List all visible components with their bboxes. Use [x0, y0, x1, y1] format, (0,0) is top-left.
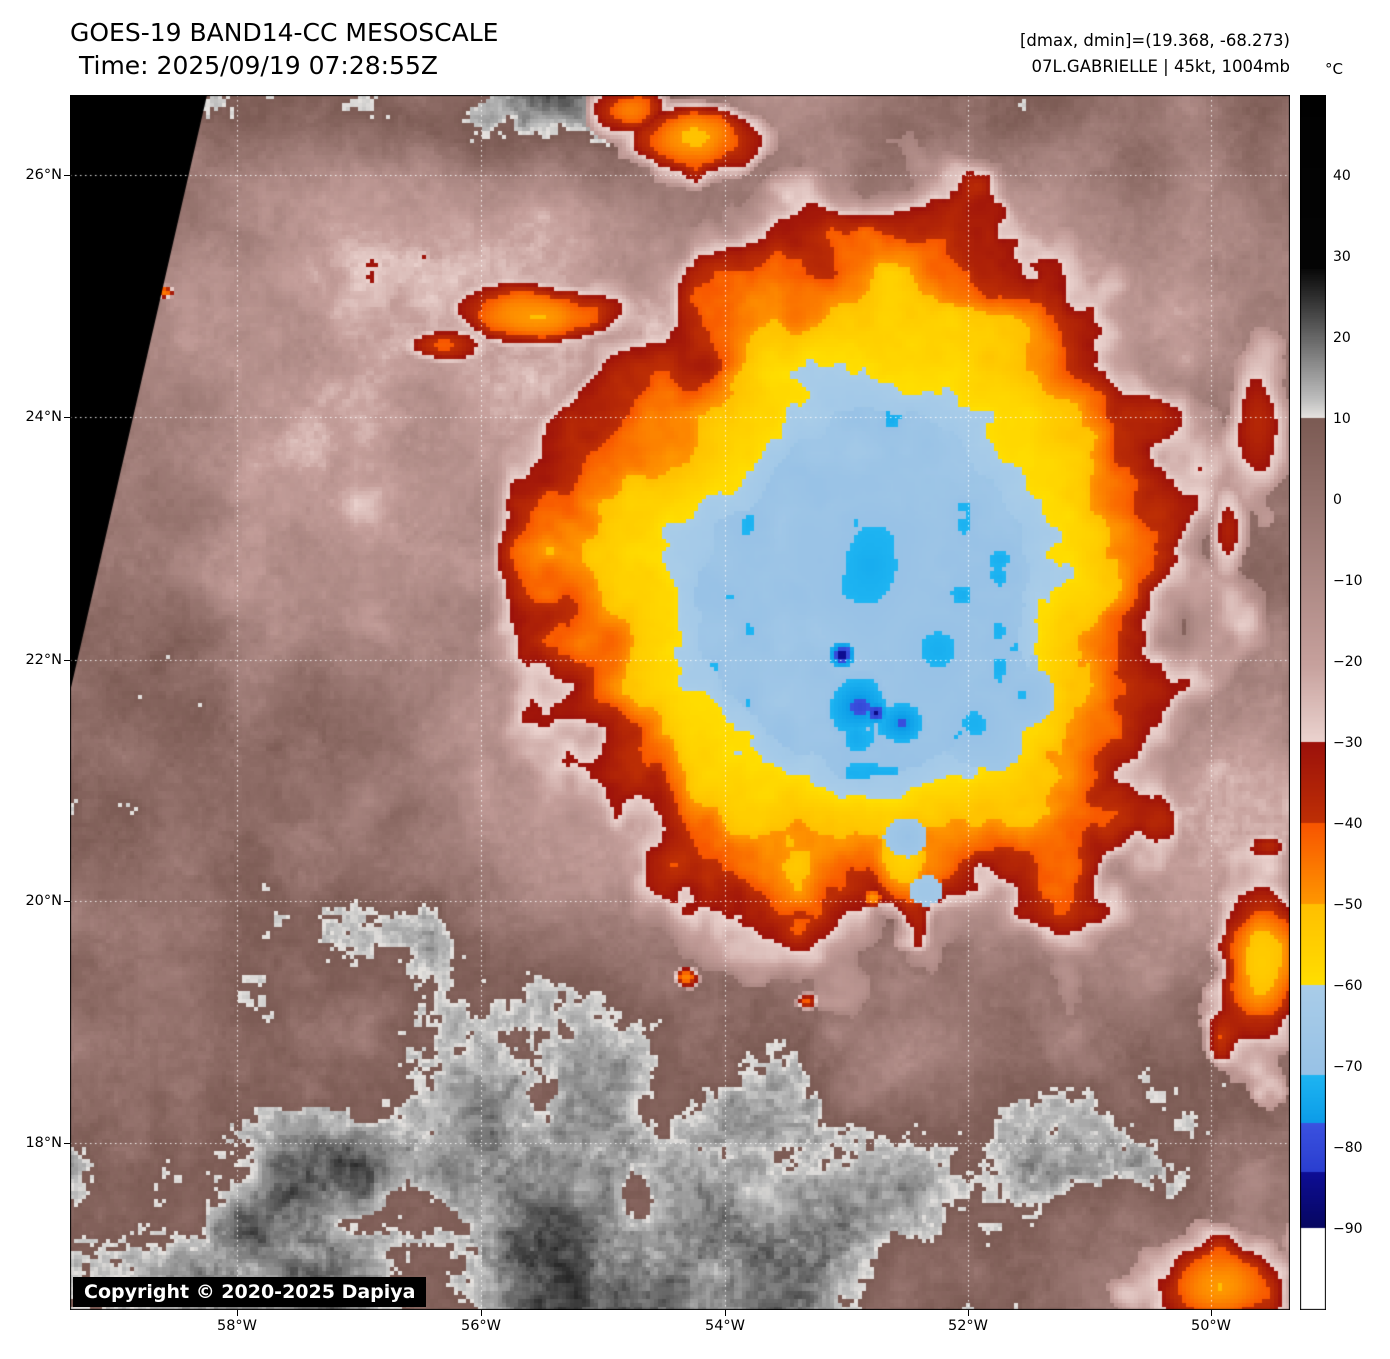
axis-tick [725, 1310, 726, 1316]
axis-tick [64, 417, 70, 418]
colorbar-tick-label: −60 [1333, 978, 1363, 994]
lat-label: 20°N [25, 893, 62, 909]
colorbar-tick-label: −90 [1333, 1221, 1363, 1237]
colorbar-tick-label: 0 [1333, 492, 1342, 508]
lat-label: 24°N [25, 409, 62, 425]
copyright-badge: Copyright © 2020-2025 Dapiya [73, 1277, 427, 1307]
colorbar-tick-label: −30 [1333, 735, 1363, 751]
dmax-dmin-readout: [dmax, dmin]=(19.368, -68.273) [1020, 31, 1290, 50]
header-readouts: [dmax, dmin]=(19.368, -68.273) 07L.GABRI… [1020, 28, 1290, 80]
colorbar-tick-label: 10 [1333, 411, 1351, 427]
storm-readout: 07L.GABRIELLE | 45kt, 1004mb [1031, 57, 1291, 76]
lat-label: 26°N [25, 167, 62, 183]
lon-label: 58°W [216, 1318, 258, 1334]
colorbar-tick-label: 30 [1333, 249, 1351, 265]
colorbar-tick-label: −10 [1333, 573, 1363, 589]
colorbar [1300, 95, 1326, 1310]
axis-tick [64, 660, 70, 661]
colorbar-tick-label: −70 [1333, 1059, 1363, 1075]
axis-tick [64, 175, 70, 176]
satellite-image-canvas [70, 95, 1290, 1310]
lon-label: 52°W [947, 1318, 989, 1334]
colorbar-tick-label: −40 [1333, 816, 1363, 832]
axis-tick [64, 1143, 70, 1144]
colorbar-tick-label: 20 [1333, 330, 1351, 346]
satellite-map: Copyright © 2020-2025 Dapiya [70, 95, 1290, 1310]
colorbar-tick-label: −80 [1333, 1140, 1363, 1156]
lon-label: 50°W [1190, 1318, 1232, 1334]
colorbar-tick-label: −50 [1333, 897, 1363, 913]
lat-label: 18°N [25, 1135, 62, 1151]
lon-label: 56°W [460, 1318, 502, 1334]
axis-tick [64, 901, 70, 902]
axis-tick [237, 1310, 238, 1316]
axis-tick [481, 1310, 482, 1316]
colorbar-unit-label: °C [1325, 60, 1343, 78]
colorbar-tick-label: 40 [1333, 168, 1351, 184]
lon-label: 54°W [704, 1318, 746, 1334]
timestamp: Time: 2025/09/19 07:28:55Z [79, 51, 438, 80]
lat-label: 22°N [25, 652, 62, 668]
colorbar-tick-label: −20 [1333, 654, 1363, 670]
page-title: GOES-19 BAND14-CC MESOSCALE [70, 18, 499, 47]
axis-tick [968, 1310, 969, 1316]
axis-tick [1211, 1310, 1212, 1316]
